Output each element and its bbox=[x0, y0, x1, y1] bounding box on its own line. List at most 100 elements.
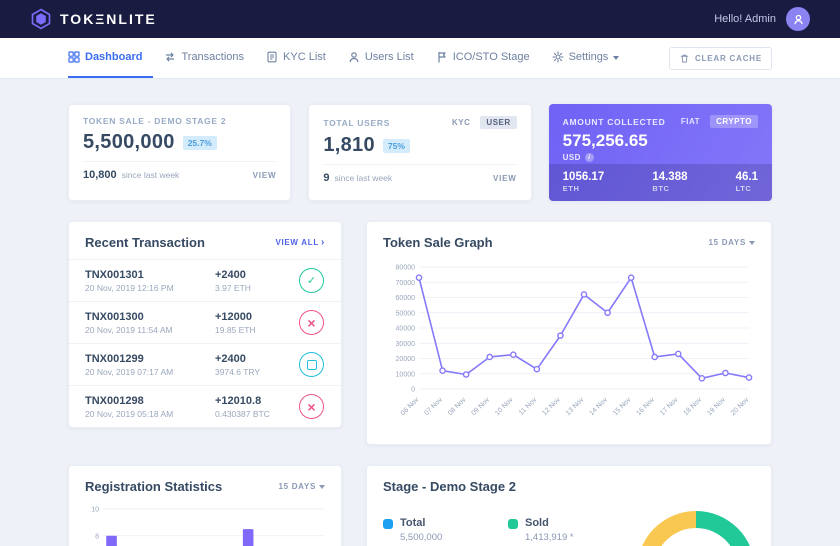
total-users-delta: 9 bbox=[323, 172, 330, 184]
main-content: TOKEN SALE - DEMO STAGE 2 5,500,000 25.7… bbox=[68, 79, 772, 546]
registration-statistics-title: Registration Statistics bbox=[85, 479, 223, 494]
nav-label: Settings bbox=[568, 51, 609, 63]
chevron-down-icon bbox=[613, 55, 620, 63]
registration-statistics-card: Registration Statistics 15 DAYS 1086420 bbox=[68, 465, 342, 546]
nav-label: Dashboard bbox=[85, 51, 143, 63]
legend-swatch-1 bbox=[508, 519, 518, 529]
txn-status-icon bbox=[299, 310, 324, 335]
info-icon[interactable] bbox=[584, 153, 594, 162]
clear-cache-label: CLEAR CACHE bbox=[694, 53, 762, 63]
nav-label: KYC List bbox=[283, 51, 326, 63]
nav-item-settings[interactable]: Settings bbox=[541, 38, 631, 78]
svg-text:60000: 60000 bbox=[396, 295, 416, 302]
table-row[interactable]: TNX001298 20 Nov, 2019 05:18 AM +12010.8… bbox=[69, 385, 341, 427]
trash-icon bbox=[680, 54, 689, 63]
period-label: 15 DAYS bbox=[708, 238, 746, 247]
tokenlite-logo-icon bbox=[31, 8, 51, 30]
token-sale-badge: 25.7% bbox=[182, 135, 217, 150]
token-sale-card: TOKEN SALE - DEMO STAGE 2 5,500,000 25.7… bbox=[68, 104, 292, 201]
table-row[interactable]: TNX001300 20 Nov, 2019 11:54 AM +12000 1… bbox=[69, 301, 341, 343]
txn-status-icon bbox=[299, 394, 324, 419]
period-label: 15 DAYS bbox=[278, 482, 316, 491]
stage-flag-icon bbox=[438, 51, 446, 63]
nav-item-dashboard[interactable]: Dashboard bbox=[68, 38, 154, 78]
txn-amount: +12000 bbox=[215, 310, 253, 323]
legend-item-sold: Sold 1,413,919 * bbox=[508, 517, 623, 543]
stage-legend: Total 5,500,000 Sold 1,413,919 * Sale % … bbox=[383, 517, 623, 546]
txn-equivalent: 3.97 ETH bbox=[215, 282, 251, 293]
avatar[interactable] bbox=[786, 7, 810, 31]
txn-id: TNX001301 bbox=[85, 268, 144, 281]
token-sale-value: 5,500,000 bbox=[83, 131, 175, 153]
txn-amount: +12010.8 bbox=[215, 394, 262, 407]
txn-date: 20 Nov, 2019 05:18 AM bbox=[85, 408, 174, 419]
svg-text:08 Nov: 08 Nov bbox=[447, 396, 468, 417]
svg-text:16 Nov: 16 Nov bbox=[635, 396, 656, 417]
stage-card: Stage - Demo Stage 2 Total 5,500,000 Sol… bbox=[366, 465, 772, 546]
crypto-totals: 1056.17 ETH 14.388 BTC 46.1 LTC bbox=[548, 164, 772, 201]
table-row[interactable]: TNX001299 20 Nov, 2019 07:17 AM +2400 39… bbox=[69, 343, 341, 385]
nav-item-transactions[interactable]: Transactions bbox=[153, 38, 255, 78]
eth-value: 1056.17 bbox=[562, 171, 605, 183]
total-users-badge: 75% bbox=[382, 138, 410, 153]
total-users-view-link[interactable]: VIEW bbox=[493, 174, 517, 183]
registration-bar-chart: 1086420 bbox=[69, 503, 341, 546]
fiat-tab[interactable]: FIAT bbox=[680, 117, 701, 126]
txn-date: 20 Nov, 2019 07:17 AM bbox=[85, 366, 174, 377]
stage-title: Stage - Demo Stage 2 bbox=[383, 479, 516, 494]
chevron-down-icon bbox=[749, 241, 755, 248]
nav-label: Users List bbox=[364, 51, 414, 63]
amount-collected-title: AMOUNT COLLECTED bbox=[562, 116, 666, 127]
txn-id: TNX001300 bbox=[85, 310, 144, 323]
txn-status-icon bbox=[299, 352, 324, 377]
svg-text:15 Nov: 15 Nov bbox=[612, 396, 633, 417]
registration-period-dropdown[interactable]: 15 DAYS bbox=[278, 481, 325, 492]
svg-text:10000: 10000 bbox=[396, 371, 416, 378]
token-sale-delta: 10,800 bbox=[83, 169, 117, 181]
crypto-tab[interactable]: CRYPTO bbox=[710, 115, 758, 128]
token-sale-delta-note: since last week bbox=[121, 170, 180, 180]
svg-text:09 Nov: 09 Nov bbox=[470, 396, 491, 417]
user-greeting: Hello! Admin bbox=[714, 13, 776, 25]
svg-text:20000: 20000 bbox=[396, 356, 416, 363]
total-users-title: TOTAL USERS bbox=[323, 117, 391, 128]
user-tab[interactable]: USER bbox=[480, 116, 517, 129]
gear-icon bbox=[552, 51, 564, 63]
legend-label: Total bbox=[400, 517, 426, 529]
svg-text:17 Nov: 17 Nov bbox=[659, 396, 680, 417]
token-sale-graph-period-dropdown[interactable]: 15 DAYS bbox=[708, 237, 755, 248]
nav-item-kyc-list[interactable]: KYC List bbox=[255, 38, 337, 78]
table-row[interactable]: TNX001301 20 Nov, 2019 12:16 PM +2400 3.… bbox=[69, 259, 341, 301]
txn-status-icon bbox=[299, 268, 324, 293]
svg-text:10: 10 bbox=[91, 507, 99, 514]
kyc-tab[interactable]: KYC bbox=[452, 118, 471, 127]
svg-text:11 Nov: 11 Nov bbox=[518, 396, 539, 417]
dashboard-icon bbox=[68, 51, 80, 63]
clear-cache-button[interactable]: CLEAR CACHE bbox=[668, 46, 772, 70]
amount-collected-card: AMOUNT COLLECTED FIAT CRYPTO 575,256.65 … bbox=[548, 104, 772, 201]
txn-id: TNX001298 bbox=[85, 394, 144, 407]
svg-text:40000: 40000 bbox=[396, 326, 416, 333]
svg-text:14 Nov: 14 Nov bbox=[588, 396, 609, 417]
total-users-delta-note: since last week bbox=[334, 173, 393, 183]
svg-text:13 Nov: 13 Nov bbox=[565, 396, 586, 417]
txn-date: 20 Nov, 2019 11:54 AM bbox=[85, 324, 173, 335]
nav-label: Transactions bbox=[181, 51, 245, 63]
total-users-value: 1,810 bbox=[323, 134, 375, 156]
nav-item-ico-sto-stage[interactable]: ICO/STO Stage bbox=[425, 38, 541, 78]
svg-text:20 Nov: 20 Nov bbox=[730, 396, 751, 417]
amount-collected-value: 575,256.65 bbox=[562, 131, 648, 150]
txn-equivalent: 3974.6 TRY bbox=[215, 366, 261, 377]
svg-text:30000: 30000 bbox=[396, 341, 416, 348]
user-icon bbox=[793, 14, 803, 24]
view-all-link[interactable]: VIEW ALL bbox=[275, 237, 325, 248]
token-sale-graph-title: Token Sale Graph bbox=[383, 235, 493, 250]
crypto-total-eth: 1056.17 ETH bbox=[563, 171, 605, 193]
token-sale-view-link[interactable]: VIEW bbox=[252, 171, 277, 180]
main-nav: Dashboard Transactions KYC List Users Li… bbox=[0, 38, 840, 79]
brand-logo[interactable]: TOKΞNLITE bbox=[30, 8, 157, 30]
txn-amount: +2400 bbox=[215, 268, 246, 281]
svg-text:50000: 50000 bbox=[396, 310, 416, 317]
nav-item-users-list[interactable]: Users List bbox=[337, 38, 425, 78]
svg-text:07 Nov: 07 Nov bbox=[423, 396, 444, 417]
